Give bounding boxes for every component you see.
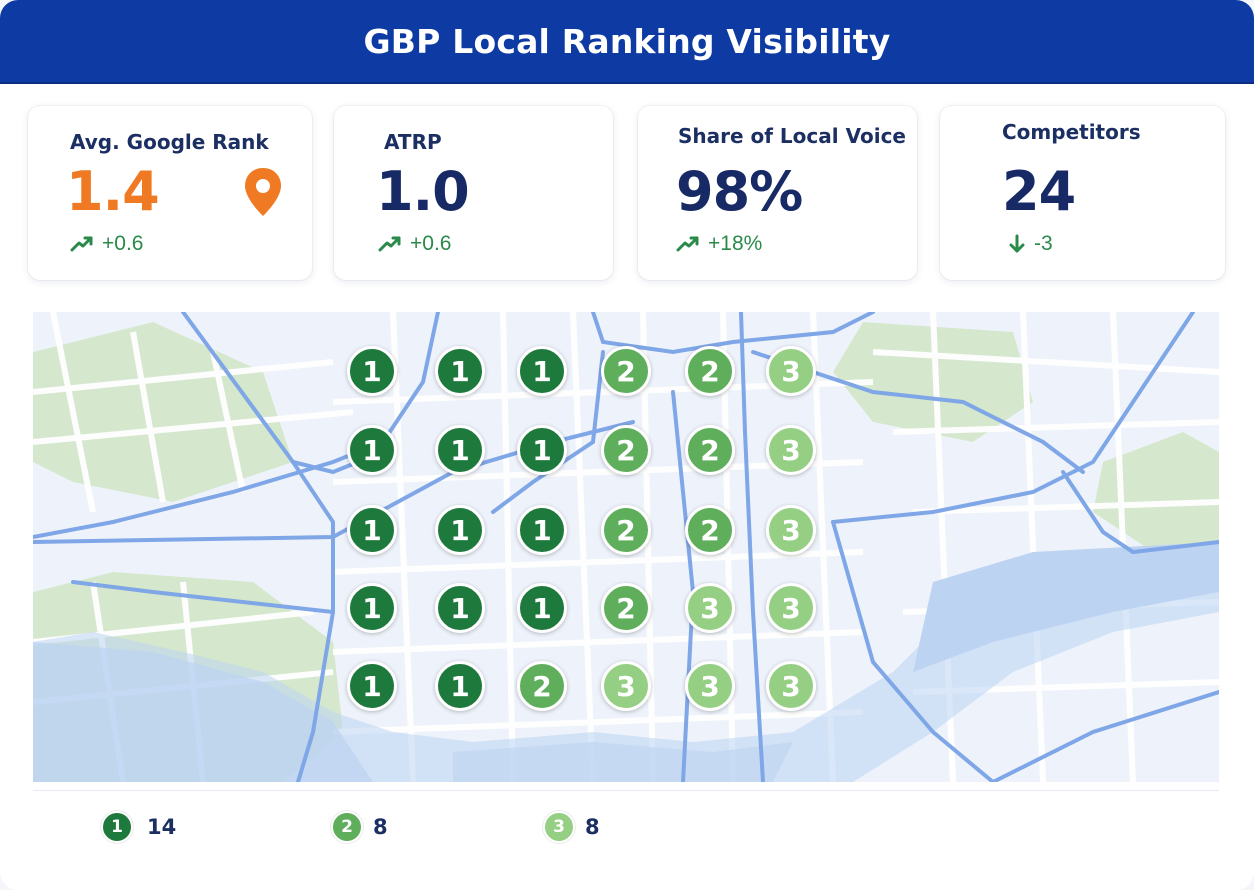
arrow-down-icon [1008,234,1026,254]
rank-pin-r5-c2[interactable]: 1 [435,661,485,711]
rank-pin-r1-c2[interactable]: 1 [435,346,485,396]
legend-item-rank-1: 1 14 [101,811,176,843]
kpi-value: 98% [676,160,803,223]
kpi-delta: +0.6 [378,232,451,256]
rank-pin-r4-c3[interactable]: 1 [517,583,567,633]
legend-item-rank-2: 2 8 [331,811,388,843]
rank-pin-r2-c5[interactable]: 2 [685,425,735,475]
legend-item-rank-3: 3 8 [543,811,600,843]
kpi-card-competitors[interactable]: Competitors 24 -3 [940,106,1225,280]
page-title: GBP Local Ranking Visibility [363,21,891,61]
location-pin-icon [242,166,284,223]
legend-rank-badge: 2 [331,811,363,843]
rank-pin-r3-c6[interactable]: 3 [766,505,816,555]
trend-up-icon [676,235,700,253]
rank-pin-r5-c4[interactable]: 3 [601,661,651,711]
trend-up-icon [378,235,402,253]
kpi-value: 1.0 [376,160,470,223]
rank-pin-r2-c6[interactable]: 3 [766,425,816,475]
rank-pin-r2-c2[interactable]: 1 [435,425,485,475]
rank-pin-r5-c6[interactable]: 3 [766,661,816,711]
rank-pin-r4-c2[interactable]: 1 [435,583,485,633]
kpi-delta-value: -3 [1034,232,1053,255]
rank-pin-r4-c1[interactable]: 1 [347,583,397,633]
kpi-delta: -3 [1008,232,1053,256]
rank-pin-r1-c1[interactable]: 1 [347,346,397,396]
rank-pin-r5-c5[interactable]: 3 [685,661,735,711]
rank-pin-r4-c4[interactable]: 2 [601,583,651,633]
rank-pin-r2-c1[interactable]: 1 [347,425,397,475]
trend-up-icon [70,235,94,253]
kpi-value: 24 [1002,160,1076,223]
legend-count: 14 [147,815,177,839]
kpi-delta-value: +18% [708,232,763,255]
rank-pin-r5-c3[interactable]: 2 [517,661,567,711]
rank-pin-r4-c6[interactable]: 3 [766,583,816,633]
rank-pin-r1-c5[interactable]: 2 [685,346,735,396]
legend-count: 8 [373,815,388,839]
rank-pin-r1-c4[interactable]: 2 [601,346,651,396]
kpi-card-avg-google-rank[interactable]: Avg. Google Rank 1.4 +0.6 [28,106,312,280]
kpi-delta: +0.6 [70,232,143,256]
kpi-label: Competitors [1002,120,1141,144]
kpi-card-share-of-local-voice[interactable]: Share of Local Voice 98% +18% [638,106,917,280]
kpi-label: Avg. Google Rank [70,130,269,154]
kpi-delta-value: +0.6 [102,232,144,255]
kpi-card-atrp[interactable]: ATRP 1.0 +0.6 [334,106,613,280]
legend-count: 8 [585,815,600,839]
kpi-label: ATRP [384,130,442,154]
legend-rank-badge: 3 [543,811,575,843]
kpi-delta-value: +0.6 [410,232,452,255]
rank-pin-r5-c1[interactable]: 1 [347,661,397,711]
legend-rank-badge: 1 [101,811,133,843]
rank-pin-r3-c2[interactable]: 1 [435,505,485,555]
map-background [33,312,1219,782]
rank-pin-r1-c6[interactable]: 3 [766,346,816,396]
rank-pin-r2-c4[interactable]: 2 [601,425,651,475]
title-bar: GBP Local Ranking Visibility [0,0,1254,84]
rank-pin-r4-c5[interactable]: 3 [685,583,735,633]
rank-pin-r3-c4[interactable]: 2 [601,505,651,555]
kpi-label: Share of Local Voice [678,124,906,148]
rank-pin-r2-c3[interactable]: 1 [517,425,567,475]
rank-pin-r3-c1[interactable]: 1 [347,505,397,555]
kpi-value: 1.4 [66,160,160,223]
kpi-delta: +18% [676,232,762,256]
rank-legend: 1 14 2 8 3 8 [33,790,1219,867]
rank-pin-r3-c3[interactable]: 1 [517,505,567,555]
rank-pin-r3-c5[interactable]: 2 [685,505,735,555]
rank-pin-r1-c3[interactable]: 1 [517,346,567,396]
